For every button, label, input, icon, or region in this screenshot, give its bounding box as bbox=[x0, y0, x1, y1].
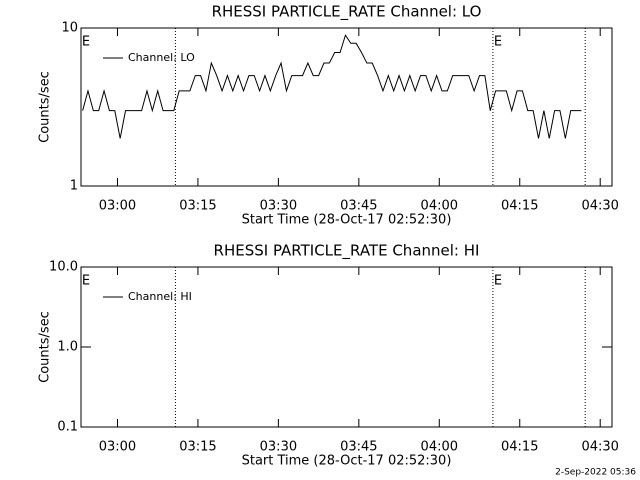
y-tick-label: 1.0 bbox=[57, 340, 78, 355]
annotation: E bbox=[494, 35, 502, 50]
plot-frame bbox=[80, 27, 613, 187]
x-tick-label: 03:45 bbox=[340, 440, 377, 455]
data-line bbox=[82, 34, 582, 139]
legend-label: Channel: LO bbox=[128, 51, 195, 64]
x-tick-label: 04:00 bbox=[421, 440, 458, 455]
annotation: E bbox=[82, 35, 90, 50]
x-tick-label: 04:30 bbox=[581, 199, 618, 214]
x-tick-label: 03:15 bbox=[179, 199, 216, 214]
y-tick-label: 0.1 bbox=[57, 420, 78, 435]
x-tick-label: 03:30 bbox=[260, 440, 297, 455]
chart-title: RHESSI PARTICLE_RATE Channel: HI bbox=[214, 242, 480, 261]
x-tick-label: 04:30 bbox=[581, 440, 618, 455]
chart-title: RHESSI PARTICLE_RATE Channel: LO bbox=[212, 3, 482, 22]
legend-label: Channel: HI bbox=[128, 290, 192, 303]
annotation: E bbox=[494, 274, 502, 289]
x-tick-label: 03:30 bbox=[260, 199, 297, 214]
annotation: E bbox=[82, 274, 90, 289]
y-axis-label: Counts/sec bbox=[38, 311, 53, 383]
x-axis-label: Start Time (28-Oct-17 02:52:30) bbox=[242, 454, 452, 469]
x-tick-label: 04:15 bbox=[501, 199, 538, 214]
x-tick-label: 03:45 bbox=[340, 199, 377, 214]
x-tick-label: 04:15 bbox=[501, 440, 538, 455]
x-tick-label: 03:15 bbox=[179, 440, 216, 455]
y-tick-label: 10 bbox=[61, 21, 78, 36]
x-tick-label: 03:00 bbox=[99, 440, 136, 455]
y-tick-label: 10.0 bbox=[49, 260, 78, 275]
y-tick-label: 1 bbox=[70, 179, 78, 194]
x-tick-label: 04:00 bbox=[421, 199, 458, 214]
footer: 2-Sep-2022 05:36 bbox=[555, 468, 636, 478]
x-axis-label: Start Time (28-Oct-17 02:52:30) bbox=[242, 213, 452, 228]
x-tick-label: 03:00 bbox=[99, 199, 136, 214]
y-axis-label: Counts/sec bbox=[38, 71, 53, 143]
